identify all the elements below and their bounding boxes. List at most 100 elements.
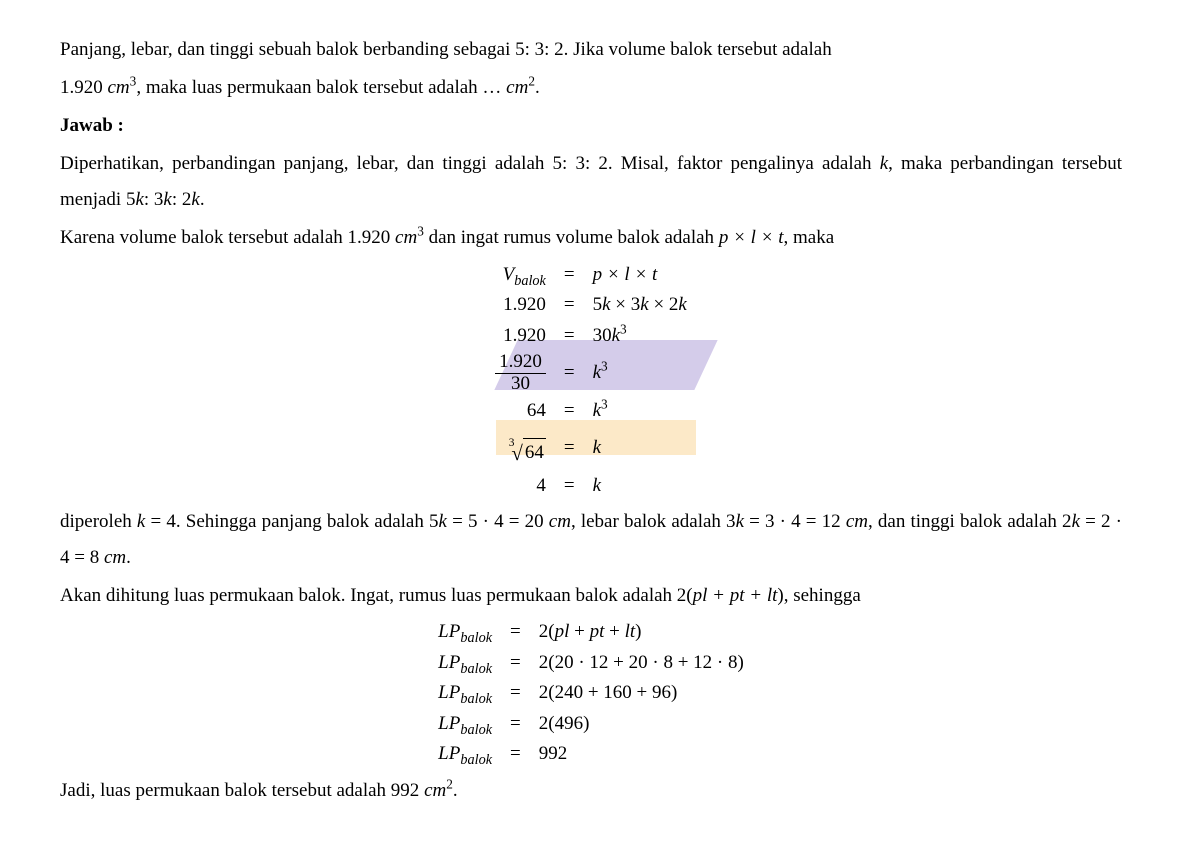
eq2-r4-lhs: LP [438,713,460,734]
document-content: Panjang, lebar, dan tinggi sebuah balok … [60,32,1122,809]
conclusion-text-1: Jadi, luas permukaan balok tersebut adal… [60,780,424,801]
p3-var-2: k [439,511,447,532]
eq2-r3-lhs: LP [438,682,460,703]
question-line-1: Panjang, lebar, dan tinggi sebuah balok … [60,32,1122,68]
eq1-r2-r: 5k × 3k × 2k [593,291,687,320]
p2-text-1: Karena volume balok tersebut adalah 1.92… [60,227,395,248]
p1-text-5: . [200,189,205,210]
eq1-r4-frac: 1.92030 [495,352,546,395]
eq1-r2-l: 1.920 [495,291,546,320]
eq1-r5-r-var: k [593,400,601,421]
eq2-r1-r-2: 2( [539,621,555,642]
eq1-r6-l: 3√64 [495,427,546,469]
p3-unit-1: cm [549,511,571,532]
eq2-r1-r: 2(pl + pt + lt) [539,618,744,647]
p3-text-5: = 3 · 4 = 12 [744,511,846,532]
p3-text-8: . [126,547,131,568]
question-exp-2: 2 [528,74,535,89]
p3-var-4: k [1072,511,1080,532]
eq1-r5-l: 64 [495,397,546,426]
eq2-r3-l: LPbalok [438,679,492,708]
eq2-r4-sub: balok [460,722,492,738]
equation-block-2: LPbalok = 2(pl + pt + lt) LPbalok = 2(20… [60,618,1122,769]
eq1-r3-r: 30k3 [593,322,687,351]
eq2-r4-r: 2(496) [539,710,744,739]
p3-text-2: = 4. Sehingga panjang balok adalah 5 [145,511,438,532]
eq1-r3-r-pre: 30 [593,325,612,346]
eq1-r7-r: k [593,472,687,501]
equation-table-1: Vbalok = p × l × t 1.920 = 5k × 3k × 2k … [495,261,687,501]
conclusion-unit: cm [424,780,446,801]
eq1-r1-l-var: V [503,264,515,285]
question-line-2: 1.920 cm3, maka luas permukaan balok ter… [60,70,1122,106]
eq1-r5-r: k3 [593,397,687,426]
eq1-r6-radical: 3√64 [509,438,546,469]
question-text-2a: 1.920 [60,77,108,98]
conclusion: Jadi, luas permukaan balok tersebut adal… [60,773,1122,809]
p3-text-1: diperoleh [60,511,137,532]
p2-formula: p × l × t [719,227,784,248]
eq1-r1-c: = [564,261,575,290]
eq1-r1-l-sub: balok [514,272,546,288]
eq2-r5-lhs: LP [438,743,460,764]
conclusion-exp: 2 [446,777,453,792]
eq2-r1-r-p1: + [574,621,585,642]
p1-var-3: k [163,189,171,210]
question-unit-1: cm [108,77,130,98]
eq2-r2-lhs: LP [438,652,460,673]
p3-text-6: , dan tinggi balok adalah 2 [868,511,1072,532]
eq2-r1-lhs: LP [438,621,460,642]
eq1-r3-r-var: k [612,325,620,346]
eq1-r3-l: 1.920 [495,322,546,351]
p1-var-1: k [880,153,888,174]
eq1-r1-l: Vbalok [495,261,546,290]
eq2-r3-r: 2(240 + 160 + 96) [539,679,744,708]
eq2-r1-r-p2: + [609,621,620,642]
eq1-r2-r-x2: × 2 [649,294,679,315]
eq2-r5-sub: balok [460,752,492,768]
p3-unit-2: cm [846,511,868,532]
p3-var-3: k [736,511,744,532]
conclusion-text-2: . [453,780,458,801]
p4-text-1: Akan dihitung luas permukaan balok. Inga… [60,585,693,606]
p1-var-2: k [135,189,143,210]
eq2-r2-r: 2(20 · 12 + 20 · 8 + 12 · 8) [539,649,744,678]
p1-var-4: k [191,189,199,210]
eq1-r4-r-exp: 3 [601,359,608,374]
eq2-r2-sub: balok [460,661,492,677]
eq2-r3-c: = [510,679,521,708]
eq1-r2-c: = [564,291,575,320]
p2-text-3: , maka [784,227,835,248]
question-unit-2: cm [506,77,528,98]
eq1-r4-num: 1.920 [495,352,546,374]
p1-text-3: : 3 [144,189,164,210]
eq1-r2-r-5: 5 [593,294,603,315]
eq1-r5-c: = [564,397,575,426]
eq2-r1-c: = [510,618,521,647]
p2-text-2: dan ingat rumus volume balok adalah [424,227,719,248]
question-text-2b: , maka luas permukaan balok tersebut ada… [136,77,506,98]
eq2-r4-c: = [510,710,521,739]
p3-text-3: = 5 · 4 = 20 [447,511,549,532]
eq1-r6-radicand: 64 [523,438,546,468]
eq2-r5-c: = [510,740,521,769]
eq1-r2-r-x1: × 3 [611,294,641,315]
eq1-r4-c: = [564,359,575,388]
paragraph-2: Karena volume balok tersebut adalah 1.92… [60,220,1122,256]
eq1-r6-c: = [564,434,575,463]
eq2-r2-c: = [510,649,521,678]
eq1-r5-r-exp: 3 [601,397,608,412]
p2-exp: 3 [417,224,424,239]
eq1-r4-r: k3 [593,359,687,388]
eq2-r1-r-close: ) [635,621,641,642]
p1-text-1: Diperhatikan, perbandingan panjang, leba… [60,153,880,174]
equation-table-2: LPbalok = 2(pl + pt + lt) LPbalok = 2(20… [438,618,744,769]
p4-text-2: ), sehingga [777,585,860,606]
eq1-r7-c: = [564,472,575,501]
question-text-1: Panjang, lebar, dan tinggi sebuah balok … [60,39,832,60]
paragraph-4: Akan dihitung luas permukaan balok. Inga… [60,578,1122,614]
eq2-r4-l: LPbalok [438,710,492,739]
eq1-r4-r-var: k [593,362,601,383]
eq2-r1-l: LPbalok [438,618,492,647]
paragraph-1: Diperhatikan, perbandingan panjang, leba… [60,146,1122,218]
